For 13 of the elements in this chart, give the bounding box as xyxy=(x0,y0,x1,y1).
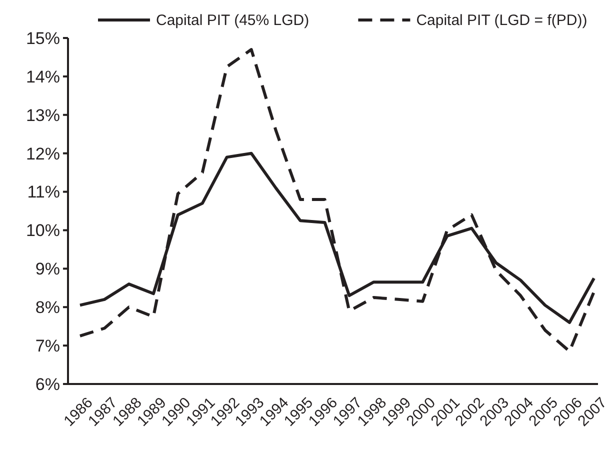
legend-label: Capital PIT (LGD = f(PD)) xyxy=(416,12,588,29)
y-tick-label: 7% xyxy=(35,336,60,356)
y-tick-label: 14% xyxy=(26,67,60,86)
y-tick-label: 13% xyxy=(26,106,60,125)
y-tick-label: 10% xyxy=(26,221,60,240)
y-tick-label: 6% xyxy=(35,374,60,394)
legend-label: Capital PIT (45% LGD) xyxy=(156,12,310,29)
y-tick-label: 15% xyxy=(26,28,60,48)
line-series xyxy=(78,48,596,353)
y-tick-label: 8% xyxy=(35,298,60,318)
y-tick-label: 12% xyxy=(26,144,60,164)
y-tick-label: 11% xyxy=(27,182,60,202)
y-tick-label: 9% xyxy=(35,260,60,279)
